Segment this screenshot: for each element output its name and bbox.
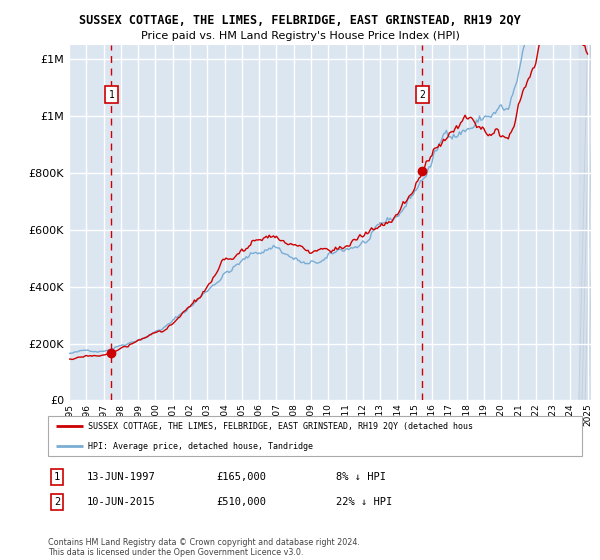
Text: 13-JUN-1997: 13-JUN-1997 [87, 472, 156, 482]
Text: SUSSEX COTTAGE, THE LIMES, FELBRIDGE, EAST GRINSTEAD, RH19 2QY: SUSSEX COTTAGE, THE LIMES, FELBRIDGE, EA… [79, 14, 521, 27]
FancyBboxPatch shape [48, 416, 582, 456]
Text: 10-JUN-2015: 10-JUN-2015 [87, 497, 156, 507]
Text: 2: 2 [54, 497, 60, 507]
Text: HPI: Average price, detached house, Tandridge: HPI: Average price, detached house, Tand… [88, 442, 313, 451]
Text: £510,000: £510,000 [216, 497, 266, 507]
Text: Price paid vs. HM Land Registry's House Price Index (HPI): Price paid vs. HM Land Registry's House … [140, 31, 460, 41]
Text: 1: 1 [54, 472, 60, 482]
Text: 2: 2 [419, 90, 425, 100]
Text: Contains HM Land Registry data © Crown copyright and database right 2024.
This d: Contains HM Land Registry data © Crown c… [48, 538, 360, 557]
Text: 1: 1 [109, 90, 114, 100]
Text: 22% ↓ HPI: 22% ↓ HPI [336, 497, 392, 507]
Text: £165,000: £165,000 [216, 472, 266, 482]
Bar [579, 45, 591, 400]
Text: SUSSEX COTTAGE, THE LIMES, FELBRIDGE, EAST GRINSTEAD, RH19 2QY (detached hous: SUSSEX COTTAGE, THE LIMES, FELBRIDGE, EA… [88, 422, 473, 431]
Text: 8% ↓ HPI: 8% ↓ HPI [336, 472, 386, 482]
